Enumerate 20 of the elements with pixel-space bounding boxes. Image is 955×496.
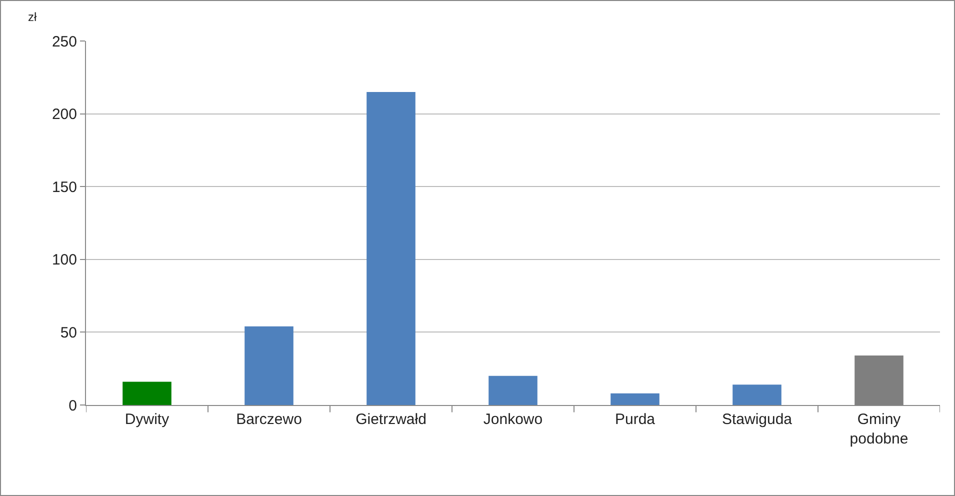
x-tick-label: Barczewo [236, 411, 302, 428]
y-tick-label: 50 [60, 324, 77, 342]
x-tick-label: Gietrzwałd [356, 411, 426, 428]
x-tick-label: Dywity [124, 411, 170, 428]
x-tick-label: Purda [614, 411, 656, 428]
x-tick-label: Stawiguda [722, 411, 793, 428]
y-tick-label: 200 [52, 106, 77, 124]
bar [732, 384, 782, 405]
bar [244, 326, 294, 405]
y-tick-label: 0 [68, 397, 77, 414]
bar [610, 393, 660, 405]
x-tick-label: Jonkowo [483, 411, 543, 428]
y-tick-label: 250 [52, 33, 77, 50]
y-tick-label: 150 [52, 178, 77, 196]
bar [122, 382, 172, 405]
y-tick-label: 100 [52, 252, 77, 269]
y-axis-title: zł [28, 10, 37, 24]
x-tick-label: Gminy podobne [850, 411, 908, 448]
bar [366, 92, 416, 405]
bar [488, 376, 538, 405]
